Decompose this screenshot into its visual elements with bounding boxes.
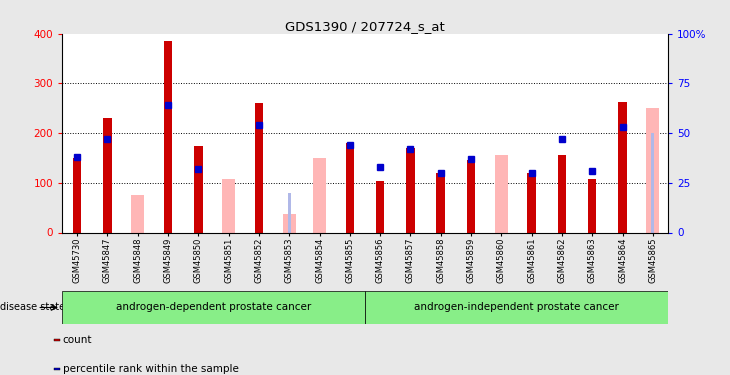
Bar bbox=[288, 193, 291, 232]
Bar bbox=[618, 102, 627, 232]
Bar bbox=[345, 143, 354, 232]
Bar bbox=[651, 133, 654, 232]
Text: GSM45849: GSM45849 bbox=[164, 237, 172, 282]
Bar bbox=[365, 291, 668, 324]
Bar bbox=[54, 339, 61, 341]
Bar bbox=[164, 41, 172, 232]
Bar bbox=[647, 108, 659, 232]
Bar bbox=[194, 146, 203, 232]
Bar bbox=[223, 179, 235, 232]
Text: GSM45864: GSM45864 bbox=[618, 237, 627, 283]
Bar bbox=[255, 104, 264, 232]
Text: GSM45851: GSM45851 bbox=[224, 237, 233, 282]
Bar bbox=[54, 368, 61, 369]
Text: GSM45854: GSM45854 bbox=[315, 237, 324, 282]
Bar bbox=[558, 156, 566, 232]
Text: GSM45863: GSM45863 bbox=[588, 237, 596, 283]
Bar bbox=[495, 156, 507, 232]
Text: GSM45856: GSM45856 bbox=[376, 237, 385, 283]
Bar bbox=[588, 179, 596, 232]
Text: GSM45861: GSM45861 bbox=[527, 237, 536, 283]
Bar bbox=[437, 173, 445, 232]
Text: androgen-dependent prostate cancer: androgen-dependent prostate cancer bbox=[116, 303, 311, 312]
Text: androgen-independent prostate cancer: androgen-independent prostate cancer bbox=[414, 303, 619, 312]
Bar bbox=[62, 291, 365, 324]
Bar bbox=[313, 158, 326, 232]
Text: GSM45730: GSM45730 bbox=[73, 237, 82, 283]
Text: GSM45858: GSM45858 bbox=[437, 237, 445, 283]
Bar bbox=[406, 148, 415, 232]
Text: GSM45857: GSM45857 bbox=[406, 237, 415, 283]
Bar bbox=[466, 160, 475, 232]
Text: GSM45859: GSM45859 bbox=[466, 237, 475, 282]
Bar bbox=[131, 195, 144, 232]
Bar bbox=[376, 182, 385, 232]
Text: GSM45847: GSM45847 bbox=[103, 237, 112, 283]
Text: percentile rank within the sample: percentile rank within the sample bbox=[63, 364, 239, 374]
Text: count: count bbox=[63, 335, 92, 345]
Title: GDS1390 / 207724_s_at: GDS1390 / 207724_s_at bbox=[285, 20, 445, 33]
Text: GSM45850: GSM45850 bbox=[194, 237, 203, 282]
Text: GSM45860: GSM45860 bbox=[497, 237, 506, 283]
Text: GSM45853: GSM45853 bbox=[285, 237, 293, 283]
Text: GSM45848: GSM45848 bbox=[134, 237, 142, 283]
Text: GSM45855: GSM45855 bbox=[345, 237, 354, 282]
Bar bbox=[103, 118, 112, 232]
Bar bbox=[527, 173, 536, 232]
Text: GSM45852: GSM45852 bbox=[255, 237, 264, 282]
Bar bbox=[283, 214, 296, 232]
Text: disease state: disease state bbox=[0, 303, 65, 312]
Text: GSM45865: GSM45865 bbox=[648, 237, 657, 283]
Bar bbox=[73, 158, 82, 232]
Text: GSM45862: GSM45862 bbox=[558, 237, 566, 283]
